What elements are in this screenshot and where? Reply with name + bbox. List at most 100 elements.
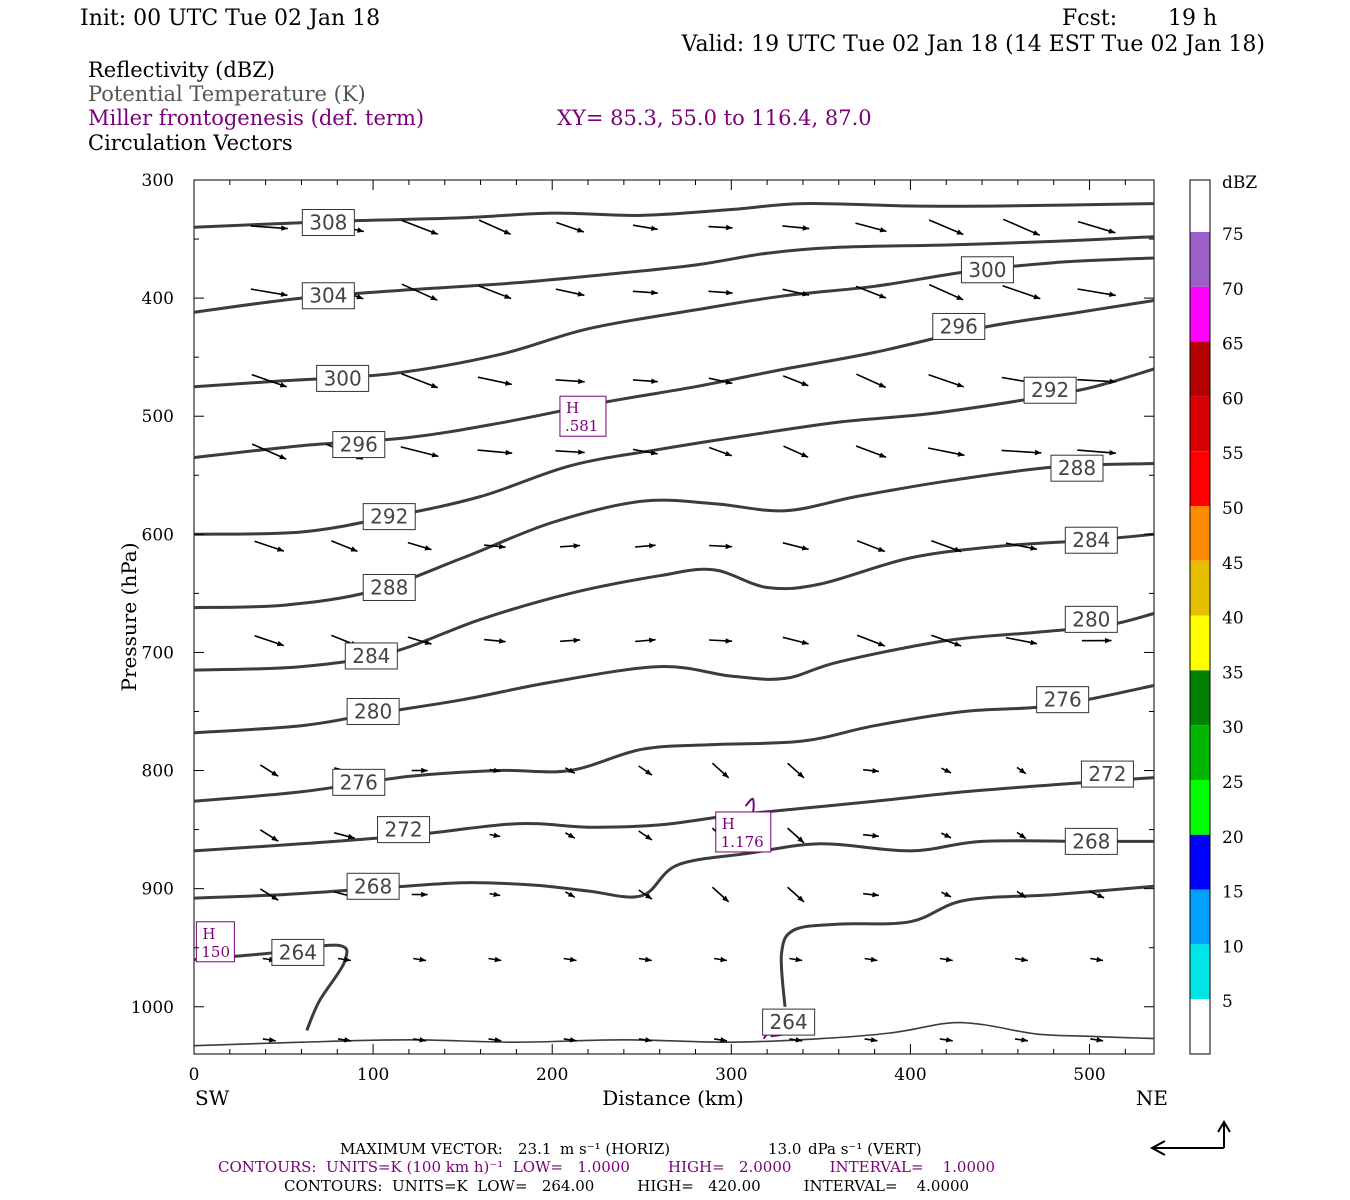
contour-label: 268 (1072, 829, 1110, 853)
contour-label: 284 (1072, 528, 1110, 552)
contour-label-box (1036, 686, 1090, 714)
frontogenesis-max-marker: H (566, 399, 579, 417)
contour-label-box (762, 1008, 816, 1036)
colorbar-segment (1190, 560, 1210, 616)
colorbar-segment (1190, 341, 1210, 397)
frontogenesis-max-marker: H (202, 925, 215, 943)
cross-section-endpoints: XY= 85.3, 55.0 to 116.4, 87.0 (557, 106, 872, 130)
x-tick-label: 500 (1073, 1065, 1105, 1085)
circulation-vector (782, 542, 809, 551)
circulation-vector (711, 886, 730, 903)
y-tick-label: 400 (142, 289, 174, 309)
circulation-vector (484, 638, 506, 644)
circulation-vector (556, 221, 585, 233)
colorbar-segment (1190, 999, 1210, 1054)
circulation-vector (1016, 766, 1027, 775)
contour-label: 288 (370, 575, 408, 599)
init-time: Init: 00 UTC Tue 02 Jan 18 (80, 6, 380, 31)
circulation-vector (477, 449, 513, 456)
circulation-vector (488, 956, 502, 963)
circulation-vector (782, 225, 810, 231)
y-tick-label: 300 (142, 171, 174, 191)
circulation-vector (400, 446, 439, 458)
circulation-vector (337, 956, 352, 963)
circulation-vector (632, 448, 658, 456)
field-reflectivity: Reflectivity (dBZ) (88, 58, 275, 82)
circulation-vector (635, 637, 656, 643)
theta-contour-line (193, 943, 349, 1031)
circulation-vector (864, 1037, 878, 1043)
contour-label-box (346, 697, 400, 725)
circulation-vector (565, 832, 576, 839)
frontogenesis-max-box (715, 811, 772, 853)
circulation-vector (855, 445, 887, 459)
circulation-vector (560, 543, 581, 549)
circulation-vector (1077, 288, 1116, 297)
contour-label: 272 (384, 818, 422, 842)
contour-label: 264 (279, 940, 317, 964)
max-vector-vert-units: dPa s⁻¹ (VERT) (808, 1140, 922, 1158)
contour-label-box (332, 431, 386, 459)
max-vector-label: MAXIMUM VECTOR: (340, 1140, 503, 1158)
y-tick-label: 1000 (131, 998, 174, 1018)
colorbar-label: 10 (1222, 937, 1244, 957)
circulation-vector (337, 1037, 352, 1043)
circulation-vector (632, 289, 658, 296)
y-axis-title: Pressure (hPa) (117, 543, 141, 692)
circulation-vector (789, 1037, 803, 1043)
contour-label: 300 (324, 366, 362, 390)
circulation-vector (1077, 220, 1116, 234)
contour-label: 304 (309, 284, 347, 308)
sw-endpoint-label: SW (195, 1086, 230, 1110)
colorbar-label: 45 (1222, 554, 1244, 574)
circulation-vector (413, 956, 427, 963)
max-vector-horiz-units: m s⁻¹ (HORIZ) (560, 1140, 670, 1158)
colorbar-label: 65 (1222, 335, 1244, 355)
circulation-vector (477, 376, 513, 386)
contour-label: 308 (309, 211, 347, 235)
contour-label-box (346, 872, 400, 900)
circulation-vector (401, 219, 439, 236)
theta-contour-line (193, 235, 1155, 314)
circulation-vector (941, 891, 952, 898)
circulation-vector (555, 378, 585, 385)
contour-label-box (932, 312, 986, 340)
circulation-vector (708, 446, 733, 457)
x-tick-label: 200 (536, 1065, 568, 1085)
circulation-vector (864, 956, 878, 963)
circulation-vector (931, 539, 962, 553)
forecast-hours: 19 h (1168, 6, 1217, 31)
contour-label-box (1064, 827, 1118, 855)
x-tick-label: 300 (715, 1065, 747, 1085)
circulation-vector (1002, 284, 1041, 300)
colorbar-segment (1190, 180, 1210, 232)
circulation-vector (1077, 378, 1117, 385)
circulation-vector (782, 636, 809, 645)
frontogenesis-max-box (559, 395, 607, 437)
contour-label: 288 (1058, 456, 1096, 480)
circulation-vector (563, 956, 577, 963)
circulation-vector (484, 543, 506, 550)
circulation-vector (787, 886, 805, 903)
circulation-vector (488, 1037, 502, 1043)
contour-label-box (1064, 526, 1118, 554)
max-vector-horiz: 23.1 (518, 1140, 551, 1158)
colorbar-title: dBZ (1222, 173, 1257, 193)
circulation-vector (928, 283, 964, 301)
circulation-vector (709, 543, 733, 550)
circulation-vector (251, 443, 287, 460)
colorbar-label: 30 (1222, 718, 1244, 738)
colorbar-label: 25 (1222, 773, 1244, 793)
circulation-vector (1088, 890, 1105, 899)
circulation-vector (564, 891, 576, 898)
contour-label: 292 (1031, 378, 1069, 402)
colorbar-segment (1190, 451, 1210, 506)
y-tick-label: 700 (142, 643, 174, 663)
field-theta: Potential Temperature (K) (88, 82, 366, 106)
contour-info-theta: CONTOURS: UNITS=K LOW= 264.00 HIGH= 420.… (284, 1177, 969, 1195)
y-tick-label: 900 (142, 880, 174, 900)
frontogenesis-max-value: 1.176 (721, 833, 764, 851)
theta-contour-line (193, 202, 1155, 229)
y-tick-label: 600 (142, 525, 174, 545)
